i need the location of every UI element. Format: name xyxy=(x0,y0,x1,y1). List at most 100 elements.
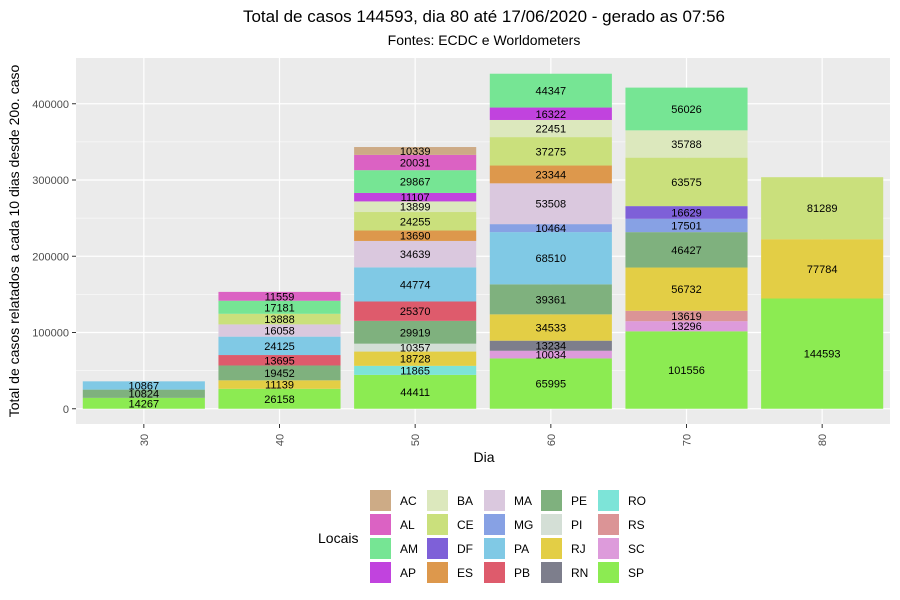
bar-segment-sp xyxy=(761,298,884,409)
legend-label: AC xyxy=(400,494,417,508)
bar-segment-pe xyxy=(82,389,205,398)
plot-panel xyxy=(76,58,890,424)
legend-label: RO xyxy=(628,494,646,508)
bar-segment-ma xyxy=(489,183,612,225)
bar-segment-es xyxy=(354,230,477,241)
legend-label: RN xyxy=(571,566,588,580)
bar-segment-ce xyxy=(489,137,612,166)
legend-key-ma xyxy=(484,490,505,511)
data-label: 16629 xyxy=(671,207,702,219)
data-label: 29919 xyxy=(400,327,431,339)
data-label: 10867 xyxy=(129,380,160,392)
bar-segment-pe xyxy=(625,232,748,268)
data-label: 144593 xyxy=(804,349,841,361)
bar-segment-ap xyxy=(489,107,612,120)
y-tick-label: 200000 xyxy=(32,251,69,263)
data-label: 56732 xyxy=(671,284,702,296)
data-label: 44774 xyxy=(400,279,431,291)
y-tick-label: 400000 xyxy=(32,99,69,111)
legend-key-ap xyxy=(370,562,391,583)
legend-label: AL xyxy=(400,518,415,532)
x-tick-label: 70 xyxy=(682,434,694,446)
bar-segment-rj xyxy=(625,267,748,311)
chart-subtitle: Fontes: ECDC e Worldometers xyxy=(388,32,581,48)
legend-label: RJ xyxy=(571,542,586,556)
data-label: 20031 xyxy=(400,158,431,170)
bar-segment-ac xyxy=(354,147,477,155)
data-label: 65995 xyxy=(536,379,567,391)
data-label: 44411 xyxy=(400,387,430,399)
x-axis: 30 40 50 60 70 80 xyxy=(139,424,829,446)
legend-key-al xyxy=(370,514,391,535)
legend-key-sc xyxy=(598,538,619,559)
data-label: 17501 xyxy=(671,220,702,232)
legend-label: ES xyxy=(457,566,473,580)
x-axis-label: Dia xyxy=(473,449,494,465)
bar-segment-ro xyxy=(354,365,477,375)
data-label: 46427 xyxy=(671,245,702,257)
x-tick-label: 50 xyxy=(410,434,422,446)
legend-label: AM xyxy=(400,542,418,556)
data-label: 63575 xyxy=(671,177,702,189)
bar-segment-ce xyxy=(761,177,884,240)
chart-title: Total de casos 144593, dia 80 até 17/06/… xyxy=(243,7,725,26)
legend-label: SC xyxy=(628,542,645,556)
bar-segment-es xyxy=(489,165,612,184)
data-label: 44347 xyxy=(536,86,567,98)
bar-segment-rn xyxy=(489,340,612,351)
bar-segment-sp xyxy=(354,374,477,409)
y-tick-label: 100000 xyxy=(32,328,69,340)
bar-segment-mg xyxy=(625,218,748,233)
bar-segment-pe xyxy=(218,365,341,381)
data-label: 101556 xyxy=(668,365,705,377)
legend-key-pe xyxy=(541,490,562,511)
data-label: 34639 xyxy=(400,249,431,261)
bar-segment-ma xyxy=(218,324,341,337)
bar-segment-sc xyxy=(625,321,748,332)
bar-segment-rs xyxy=(625,310,748,322)
legend-key-ro xyxy=(598,490,619,511)
bar-segment-al xyxy=(354,154,477,171)
bar-segment-pi xyxy=(354,343,477,352)
data-label: 19452 xyxy=(264,368,295,380)
data-label: 13888 xyxy=(264,314,295,326)
bar-segment-rj xyxy=(354,351,477,366)
bar-segment-df xyxy=(625,206,748,219)
data-label: 11865 xyxy=(400,365,430,377)
legend-label: MA xyxy=(514,494,532,508)
data-label: 11107 xyxy=(401,192,430,204)
bar-segment-ba xyxy=(354,201,477,213)
data-label: 39361 xyxy=(536,294,567,306)
legend-label: AP xyxy=(400,566,416,580)
bar-segment-rj xyxy=(761,239,884,299)
legend-label: PA xyxy=(514,542,529,556)
data-label: 53508 xyxy=(536,199,567,211)
legend-label: PE xyxy=(571,494,587,508)
x-tick-label: 60 xyxy=(546,434,558,446)
data-label: 25370 xyxy=(400,306,431,318)
data-label: 13899 xyxy=(400,202,431,214)
legend-title: Locais xyxy=(318,530,358,546)
bar-segment-pb xyxy=(354,301,477,321)
bars-layer xyxy=(82,73,884,409)
bar-segment-pe xyxy=(354,320,477,344)
bar-segment-ma xyxy=(354,240,477,268)
bar-segment-pa xyxy=(218,336,341,356)
bar-segment-pa xyxy=(354,267,477,302)
legend-key-am xyxy=(370,538,391,559)
data-label: 68510 xyxy=(536,253,567,265)
data-label: 34533 xyxy=(536,323,567,335)
x-tick-label: 40 xyxy=(275,434,287,446)
legend-label: RS xyxy=(628,518,645,532)
data-label: 35788 xyxy=(671,139,702,151)
bar-segment-rj xyxy=(218,380,341,389)
bar-segment-ce xyxy=(625,157,748,207)
legend-key-es xyxy=(427,562,448,583)
data-label: 24255 xyxy=(400,216,431,228)
legend-key-rn xyxy=(541,562,562,583)
data-label: 11559 xyxy=(265,291,295,303)
bar-segment-sp xyxy=(82,397,205,409)
data-label: 26158 xyxy=(264,394,295,406)
legend-key-pb xyxy=(484,562,505,583)
